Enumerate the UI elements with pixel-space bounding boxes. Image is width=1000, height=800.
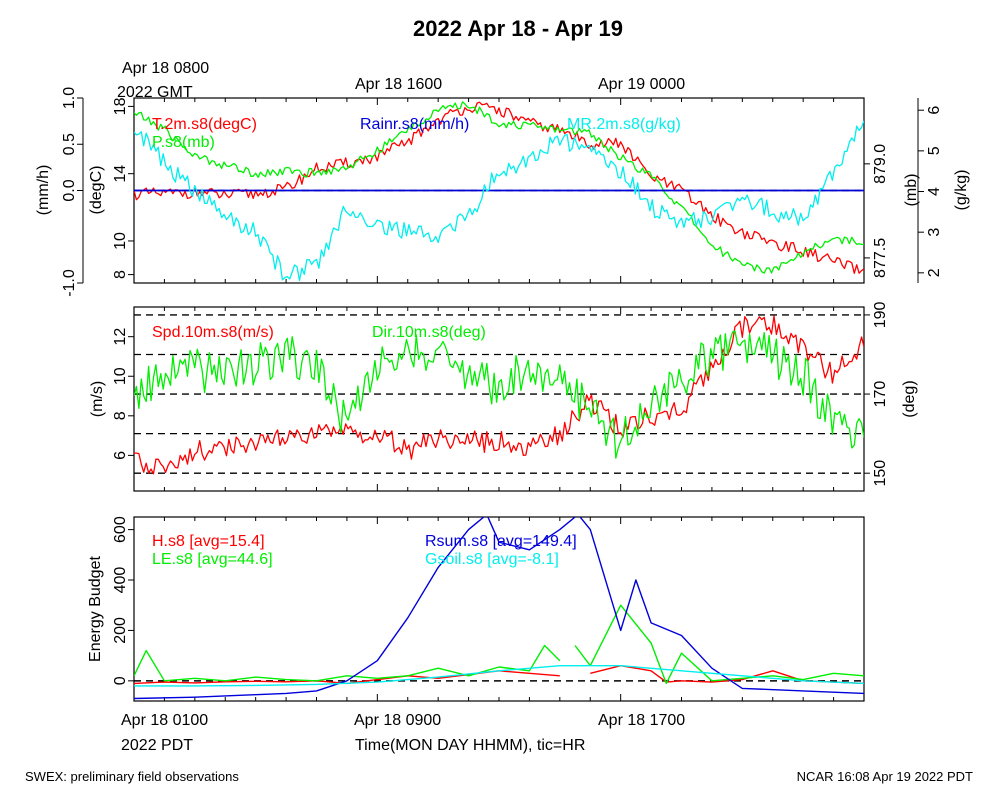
legend-entry: Spd.10m.s8(m/s) xyxy=(152,324,274,341)
bottom-time-label-2: Apr 18 0900 xyxy=(354,712,441,729)
y-axis-label: (degC) xyxy=(88,166,105,215)
y-tick-label: 3 xyxy=(926,228,943,237)
y-tick-label: 0.5 xyxy=(61,133,78,155)
y-tick-label: 8 xyxy=(112,270,129,279)
panel-energy-budget: 0 200 400 600 Energy Budget H.s8 [avg=15.4]LE… xyxy=(87,516,865,702)
panel-wind: 6 8 10 12 (m/s) 150 170 190 (deg) Spd.10m.s8(m/s)… xyxy=(89,301,918,492)
series-line xyxy=(134,330,864,459)
y-tick-label: 190 xyxy=(872,301,889,328)
legend-entry: P.s8(mb) xyxy=(152,134,215,151)
legend-entry: Rsum.s8 [avg=149.4] xyxy=(425,533,577,550)
y-axis-label: (deg) xyxy=(901,380,918,417)
series-line xyxy=(134,644,561,682)
y-tick-label: 14 xyxy=(112,165,129,183)
y-axis-label: Energy Budget xyxy=(87,556,104,662)
y-axis-label: (mm/h) xyxy=(35,165,52,216)
legend-entry: Rainr.s8(mm/h) xyxy=(360,116,469,133)
bottom-timezone: 2022 PDT xyxy=(121,737,193,754)
legend-entry: H.s8 [avg=15.4] xyxy=(152,533,265,550)
legend-entry: LE.s8 [avg=44.6] xyxy=(152,551,273,568)
y-tick-label: -1.0 xyxy=(61,269,78,297)
y-tick-label: 1.0 xyxy=(61,87,78,109)
series-line xyxy=(134,517,864,700)
y-tick-label: 150 xyxy=(872,460,889,487)
y-tick-label: 400 xyxy=(112,567,129,594)
top-time-label-2: Apr 18 1600 xyxy=(355,76,442,93)
y-axis-label: (g/kg) xyxy=(953,170,970,211)
y-tick-label: 0.0 xyxy=(61,179,78,201)
y-tick-label: 18 xyxy=(112,97,129,115)
legend-entry: T.2m.s8(degC) xyxy=(152,116,257,133)
y-tick-label: 879.0 xyxy=(872,144,889,184)
y-tick-label: 5 xyxy=(926,146,943,155)
footer-right: NCAR 16:08 Apr 19 2022 PDT xyxy=(797,769,973,784)
plot-area xyxy=(134,314,864,475)
y-tick-label: 10 xyxy=(112,232,129,250)
y-tick-label: 6 xyxy=(112,451,129,460)
y-axis-label: (mb) xyxy=(903,174,920,207)
y-tick-label: 877.5 xyxy=(872,238,889,278)
chart-title: 2022 Apr 18 - Apr 19 xyxy=(413,16,623,41)
y-tick-label: 200 xyxy=(112,617,129,644)
legend-entry: MR.2m.s8(g/kg) xyxy=(567,116,681,133)
series-line xyxy=(134,315,864,475)
y-tick-label: 6 xyxy=(926,106,943,115)
y-tick-label: 600 xyxy=(112,516,129,543)
bottom-time-label-1: Apr 18 0100 xyxy=(121,712,208,729)
legend-entry: Gsoil.s8 [avg=-8.1] xyxy=(425,551,559,568)
top-timezone: 2022 GMT xyxy=(117,84,193,101)
series-line xyxy=(574,604,864,685)
y-tick-label: 8 xyxy=(112,411,129,420)
series-line xyxy=(134,120,864,282)
y-tick-label: 2 xyxy=(926,268,943,277)
legend-entry: Dir.10m.s8(deg) xyxy=(372,324,486,341)
plot-area xyxy=(134,517,864,700)
y-tick-label: 12 xyxy=(112,328,129,346)
y-tick-label: 4 xyxy=(926,187,943,196)
series-line xyxy=(134,101,864,274)
plot-area xyxy=(134,101,864,282)
y-tick-label: 170 xyxy=(872,381,889,408)
top-time-label-1: Apr 18 0800 xyxy=(122,60,209,77)
panel-surface-state: -1.0 0.0 0.5 1.0 (mm/h) 8 10 14 18 (degC) 877.5 879… xyxy=(35,87,970,297)
footer-left: SWEX: preliminary field observations xyxy=(25,769,239,784)
y-axis-label: (m/s) xyxy=(89,381,106,417)
y-tick-label: 10 xyxy=(112,367,129,385)
top-time-label-3: Apr 19 0000 xyxy=(598,76,685,93)
series-line xyxy=(134,665,864,687)
y-tick-label: 0 xyxy=(112,676,129,685)
bottom-time-label-3: Apr 18 1700 xyxy=(598,712,685,729)
x-axis-label: Time(MON DAY HHMM), tic=HR xyxy=(355,737,585,754)
